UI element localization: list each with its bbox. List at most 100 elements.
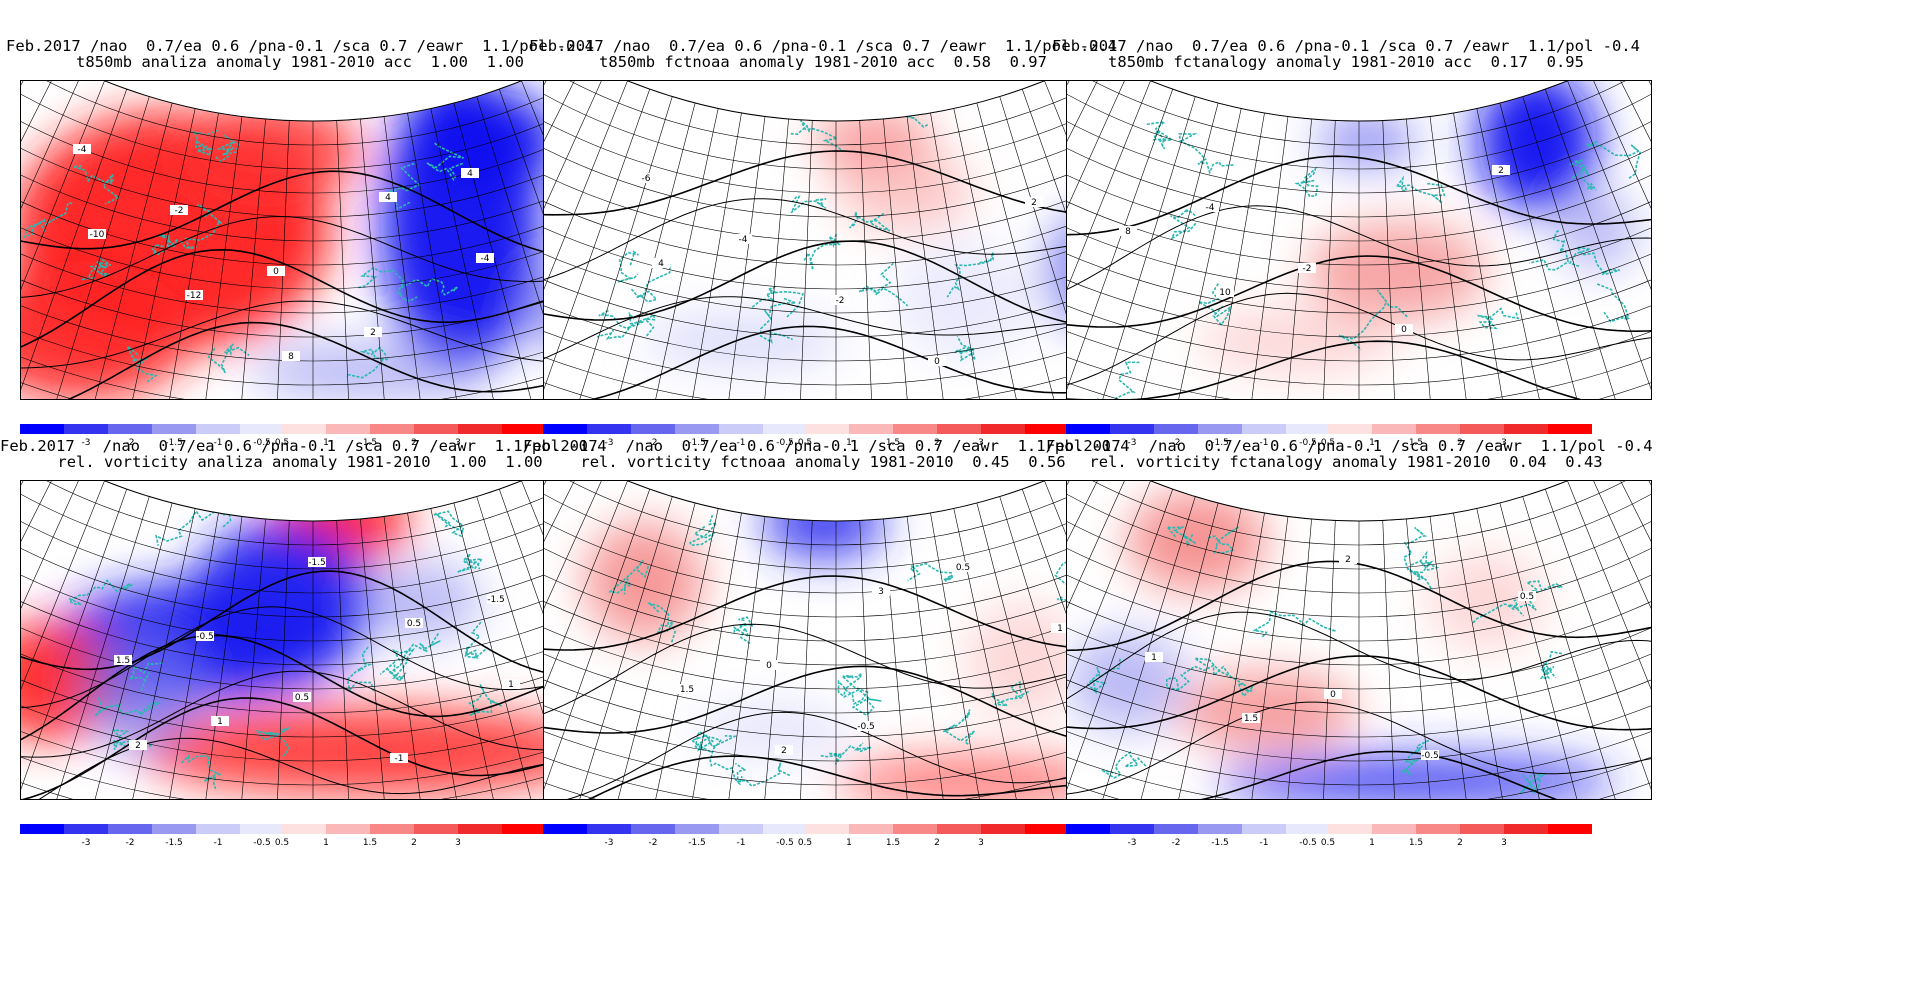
colorbar-swatch [326,424,370,434]
coastline [127,662,163,692]
coastline [1170,207,1197,240]
colorbar-tick-label: 2 [411,438,417,448]
coastline [426,142,464,182]
coastline [255,726,291,759]
contour-line [21,697,605,799]
contour-label: 2 [135,741,141,751]
colorbar-swatch [1110,424,1154,434]
colorbar-swatch [414,424,458,434]
contour-line [544,240,1128,328]
panel-t850-fctnoaa: Feb.2017 /nao 0.7/ea 0.6 /pna-0.1 /sca 0… [523,37,1129,498]
contour-label: 0.5 [407,619,421,629]
anomaly-shade [251,341,491,399]
anomaly-shade [834,151,974,231]
colorbar-swatch [805,424,849,434]
colorbar-swatch [1548,424,1592,434]
colorbar-tick-label: 0.5 [797,438,813,448]
panel-title-line1: Feb.2017 /nao 0.7/ea 0.6 /pna-0.1 /sca 0… [529,37,1117,55]
contour-line [1067,340,1651,399]
anomaly-shade [1217,756,1617,799]
colorbar-tick-label: -0.5 [253,438,271,448]
coastline [1569,159,1597,191]
colorbar-swatch [1504,824,1548,834]
anomaly-shade [1197,306,1397,376]
contour-label: 2 [1345,555,1351,565]
contour-label: 1 [508,680,514,690]
panel-title-line2: rel. vorticity fctanalogy anomaly 1981-2… [1089,453,1603,471]
colorbar: -3 -2 -1.5 -1 -0.5 0.5 1 1.5 2 3 [543,824,1129,854]
map-frame: -4 -2 0 2 8 10 [1066,80,1652,400]
map-domain: -0.5 0.5 -1 -1.5 1.5 1 -1.5 0.5 1 2 [21,481,605,799]
contour-label: 10 [1219,288,1231,298]
colorbar-swatch [282,424,326,434]
contour-label: 0.5 [1520,592,1534,602]
colorbar-tick-label: -1.5 [1211,838,1229,848]
coastline [1338,289,1408,351]
colorbar-tick-label: 3 [455,438,461,448]
contour-line [1067,560,1651,652]
colorbar-tick-label: 0.5 [797,838,813,848]
contour-label: 8 [1125,227,1131,237]
colorbar-swatch [64,824,108,834]
colorbar-tick-label: -1 [1259,838,1269,848]
coastline [1410,550,1440,591]
contour-label: -4 [481,254,490,264]
coastline [1399,739,1430,776]
contour-label: -0.5 [196,632,214,642]
colorbar-swatch [1025,424,1069,434]
contour-line [21,570,605,677]
colorbar-swatch [196,424,240,434]
colorbar-swatch [326,824,370,834]
colorbar-swatch [1286,424,1330,434]
contour-label: -2 [836,296,845,306]
contour-label: 2 [370,328,376,338]
colorbar-swatch [675,424,719,434]
contour-line [544,150,1128,217]
colorbar: -3 -2 -1.5 -1 -0.5 0.5 1 1.5 2 3 [1066,424,1652,454]
colorbar-swatch [1025,824,1069,834]
anomaly-shade [894,241,1034,361]
anomaly-map: -4 -2 0 2 8 10 [1067,81,1651,399]
anomaly-map: -0.5 0.5 -1 -1.5 1.5 1 -1.5 0.5 1 2 [21,481,605,799]
contour-label: -0.5 [857,722,875,732]
colorbar-tick-label: 1.5 [1408,438,1424,448]
coastline [839,671,869,705]
panel-title-line2: t850mb analiza anomaly 1981-2010 acc 1.0… [76,53,524,71]
anomaly-map: -6 -4 -2 0 2 4 [544,81,1128,399]
coastline [22,202,73,239]
colorbar-tick-label: -2 [648,838,658,848]
colorbar-swatch [414,824,458,834]
coastline [1194,657,1254,698]
coastline [467,684,503,717]
colorbar-tick-label: 2 [934,438,940,448]
colorbar-tick-label: 3 [1501,838,1507,848]
contour-line [544,665,1128,747]
contour-line [544,575,1128,651]
contour-line [21,737,605,799]
panel-title-line2: rel. vorticity fctnoaa anomaly 1981-2010… [580,453,1066,471]
contour-label: 0.5 [295,693,309,703]
panel-vorticity-analiza: Feb.2017 /nao 0.7/ea 0.6 /pna-0.1 /sca 0… [0,438,607,898]
colorbar-swatch [1460,824,1504,834]
colorbar-swatch [1372,824,1416,834]
colorbar-swatch [1328,824,1372,834]
colorbar-swatch [981,824,1025,834]
contour-label: -2 [1303,264,1312,274]
coastline [849,211,891,232]
contour-line [21,300,605,369]
colorbar-swatch [849,824,893,834]
colorbar-tick-label: -1 [1259,438,1269,448]
coastline [734,762,791,788]
coastline [689,514,719,547]
colorbar-tick-label: 0.5 [274,838,290,848]
panel-title-line2: rel. vorticity analiza anomaly 1981-2010… [57,453,543,471]
panel-title-line1: Feb.2017 /nao 0.7/ea 0.6 /pna-0.1 /sca 0… [6,37,594,55]
colorbar-swatch [719,824,763,834]
panel-title-line2: t850mb fctanalogy anomaly 1981-2010 acc … [1108,53,1584,71]
anomaly-shade [584,521,704,641]
colorbar-swatch [20,824,64,834]
coastline [1166,664,1233,692]
coastline [837,677,882,717]
coastline [67,579,133,606]
contour-label: 0 [766,661,772,671]
